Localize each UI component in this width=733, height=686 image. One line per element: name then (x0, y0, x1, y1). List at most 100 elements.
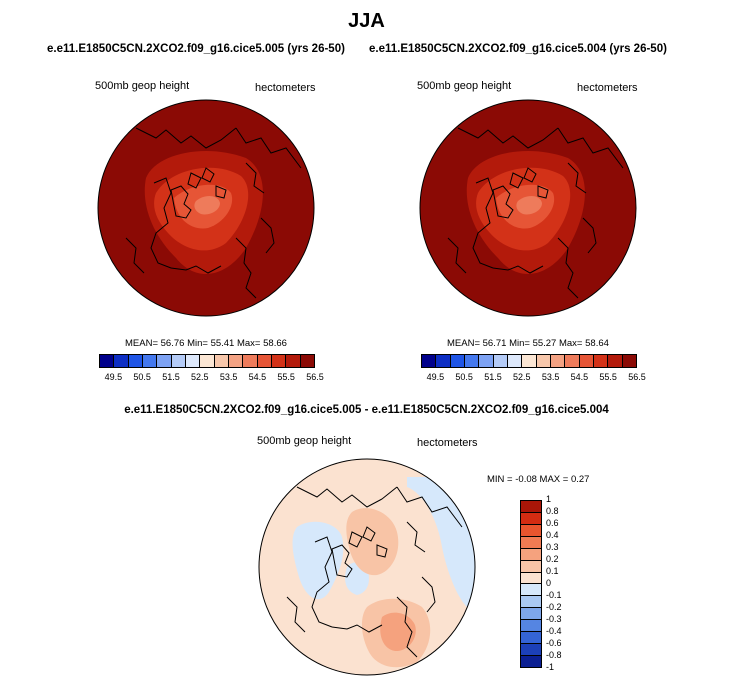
colorbar-swatch (521, 654, 541, 667)
diff-band-neg-0-1 (292, 521, 344, 600)
colorbar-swatch (521, 355, 536, 367)
panel-1-colorbar (99, 354, 315, 368)
mean-value: 56.76 (160, 338, 185, 349)
colorbar-tick-label: 54.5 (570, 372, 589, 382)
diff-variable-label: 500mb geop height (257, 435, 352, 447)
panel-2-stats: MEAN= 56.71 Min= 55.27 Max= 58.64 (447, 338, 609, 349)
colorbar-swatch (578, 355, 593, 367)
colorbar-swatch (113, 355, 128, 367)
colorbar-swatch (521, 571, 541, 584)
diff-band-0-2-0-3 (380, 612, 416, 652)
colorbar-swatch (449, 355, 464, 367)
min-label: Min= (187, 338, 208, 349)
colorbar-tick-label: 49.5 (426, 372, 445, 382)
colorbar-swatch (521, 643, 541, 655)
diff-units-label: hectometers (417, 437, 478, 449)
panel-1-polar-map (97, 99, 315, 317)
colorbar-swatch (535, 355, 550, 367)
colorbar-tick-label: 55.5 (277, 372, 295, 382)
colorbar-tick-label: 55.5 (599, 372, 617, 382)
colorbar-tick-label: 49.5 (104, 372, 123, 382)
colorbar-swatch (492, 355, 507, 367)
colorbar-tick-label: 0.4 (546, 530, 559, 540)
colorbar-tick-label: 53.5 (219, 372, 238, 382)
colorbar-tick-label: 53.5 (541, 372, 560, 382)
coastlines (286, 486, 463, 658)
colorbar-swatch (521, 607, 541, 620)
panel-1-case-title: e.e11.E1850C5CN.2XCO2.f09_g16.cice5.005 … (47, 43, 345, 55)
coastlines (447, 127, 624, 299)
colorbar-swatch (521, 583, 541, 596)
mean-label: MEAN= (447, 338, 480, 349)
colorbar-tick-label: 0.8 (546, 506, 559, 516)
colorbar-swatch (478, 355, 493, 367)
colorbar-swatch (521, 595, 541, 608)
colorbar-swatch (521, 559, 541, 572)
colorbar-tick-label: 50.5 (455, 372, 473, 382)
colorbar-tick-label: -0.3 (546, 614, 562, 624)
colorbar-swatch (435, 355, 450, 367)
difference-colorbar (520, 500, 542, 668)
colorbar-swatch (549, 355, 565, 367)
colorbar-swatch (506, 355, 522, 367)
panel-1-colorbar-ticks: 49.5 50.5 51.5 52.5 53.5 54.5 55.5 56.5 (99, 372, 324, 384)
colorbar-tick-label: 50.5 (133, 372, 151, 382)
colorbar-tick-label: 1 (546, 494, 552, 504)
colorbar-tick-label: 51.5 (162, 372, 180, 382)
colorbar-swatch (564, 355, 579, 367)
mean-value: 56.71 (482, 338, 507, 349)
colorbar-swatch (127, 355, 142, 367)
panel-2-colorbar (421, 354, 637, 368)
colorbar-swatch (521, 511, 541, 524)
colorbar-swatch (521, 535, 541, 548)
difference-map-boundary (258, 458, 476, 676)
colorbar-swatch (100, 355, 114, 367)
panel-1-variable-label: 500mb geop height (95, 80, 190, 92)
max-label: Max= (558, 338, 583, 349)
colorbar-swatch (521, 619, 541, 632)
colorbar-tick-label: 54.5 (248, 372, 267, 382)
height-band-54-5 (194, 195, 220, 215)
colorbar-swatch (521, 501, 541, 512)
panel-1-stats: MEAN= 56.76 Min= 55.41 Max= 58.66 (125, 338, 287, 349)
figure-title: JJA (348, 10, 385, 32)
difference-title: e.e11.E1850C5CN.2XCO2.f09_g16.cice5.005 … (124, 404, 609, 416)
colorbar-swatch (141, 355, 157, 367)
max-value: 58.66 (263, 338, 287, 349)
colorbar-tick-label: 52.5 (513, 372, 531, 382)
colorbar-swatch (463, 355, 479, 367)
panel-1-map-boundary (97, 99, 315, 317)
colorbar-swatch (285, 355, 300, 367)
colorbar-tick-label: -0.4 (546, 626, 562, 636)
max-label: MAX = (539, 474, 569, 485)
panel-2-colorbar-ticks: 49.5 50.5 51.5 52.5 53.5 54.5 55.5 56.5 (421, 372, 646, 384)
colorbar-swatch (607, 355, 622, 367)
coastlines (125, 127, 302, 299)
colorbar-tick-label: 52.5 (191, 372, 209, 382)
colorbar-tick-label: -0.2 (546, 602, 562, 612)
colorbar-swatch (521, 523, 541, 536)
colorbar-tick-label: -1 (546, 662, 555, 672)
panel-2-case-title: e.e11.E1850C5CN.2XCO2.f09_g16.cice5.004 … (369, 43, 667, 55)
colorbar-tick-label: 0.2 (546, 554, 559, 564)
min-value: 55.41 (210, 338, 235, 349)
min-value: -0.08 (515, 474, 537, 485)
diff-stats: MIN = -0.08 MAX = 0.27 (487, 474, 589, 485)
colorbar-swatch (422, 355, 436, 367)
colorbar-swatch (521, 547, 541, 560)
colorbar-tick-label: 0 (546, 578, 552, 588)
colorbar-tick-label: 56.5 (306, 372, 324, 382)
panel-1-units-label: hectometers (255, 82, 316, 94)
panel-2-map-boundary (419, 99, 637, 317)
colorbar-tick-label: 0.6 (546, 518, 559, 528)
colorbar-swatch (156, 355, 171, 367)
diff-band-0-1-0-2 (346, 508, 399, 576)
difference-colorbar-ticks: 1 0.8 0.6 0.4 0.3 0.2 0.1 0 -0.1 -0.2 -0.3 -0.4 -0.6… (546, 494, 576, 672)
min-label: Min= (509, 338, 530, 349)
max-value: 0.27 (570, 474, 590, 485)
panel-2-units-label: hectometers (577, 82, 638, 94)
colorbar-swatch (256, 355, 271, 367)
colorbar-tick-label: 0.3 (546, 542, 559, 552)
colorbar-swatch (227, 355, 243, 367)
colorbar-swatch (299, 355, 314, 367)
